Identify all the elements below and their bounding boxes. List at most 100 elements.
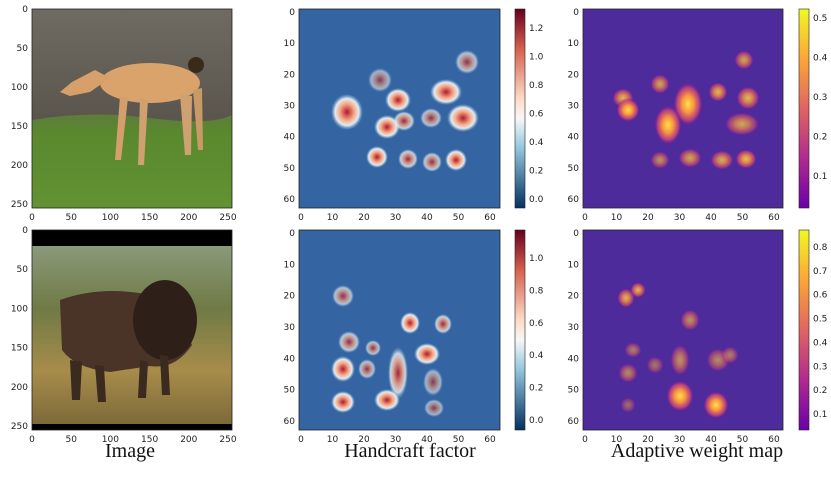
adaptive-y-tick-1: 20 bbox=[568, 70, 580, 80]
image-x-tick-1: 150 bbox=[141, 213, 158, 223]
adaptive-y-tick-2: 0 bbox=[573, 229, 579, 239]
adaptive-x-tick-2: 20 bbox=[642, 435, 654, 445]
handcraft-x-tick-2: 50 bbox=[453, 435, 465, 445]
adaptive-y-tick-1: 50 bbox=[568, 164, 580, 174]
image-x-tick-1: 100 bbox=[102, 213, 119, 223]
image-y-tick-1: 0 bbox=[22, 5, 28, 15]
adaptive-x-tick-2: 40 bbox=[705, 435, 717, 445]
image-y-tick-2: 200 bbox=[11, 383, 28, 393]
colorbar-handcraft-2 bbox=[514, 229, 526, 431]
handcraft-y-tick-2: 20 bbox=[284, 292, 296, 302]
adaptive-y-tick-1: 30 bbox=[568, 102, 580, 112]
adaptive-y-tick-2: 50 bbox=[568, 386, 580, 396]
adaptive-y-tick-2: 60 bbox=[568, 417, 580, 427]
image-y-tick-2: 100 bbox=[11, 304, 28, 314]
adaptive-map-2 bbox=[583, 230, 783, 430]
handcraft-x-tick-2: 40 bbox=[421, 435, 433, 445]
handcraft-axes-frame-2 bbox=[298, 229, 501, 431]
handcraft-colorbar-tick-1: 0.2 bbox=[529, 167, 543, 177]
handcraft-y-tick-1: 50 bbox=[284, 164, 296, 174]
handcraft-colorbar-tick-2: 0.2 bbox=[529, 384, 543, 394]
adaptive-x-tick-1: 60 bbox=[768, 213, 780, 223]
adaptive-x-tick-2: 10 bbox=[611, 435, 623, 445]
image-x-tick-2: 250 bbox=[219, 435, 236, 445]
adaptive-colorbar-tick-1: 0.3 bbox=[813, 93, 827, 103]
handcraft-y-tick-1: 40 bbox=[284, 133, 296, 143]
image-x-tick-2: 0 bbox=[29, 435, 35, 445]
handcraft-x-tick-1: 10 bbox=[327, 213, 339, 223]
colorbar-adaptive-1 bbox=[798, 8, 810, 209]
handcraft-x-tick-2: 30 bbox=[390, 435, 402, 445]
adaptive-colorbar-tick-2: 0.8 bbox=[813, 243, 828, 253]
handcraft-x-tick-2: 20 bbox=[358, 435, 370, 445]
image-x-tick-2: 150 bbox=[141, 435, 158, 445]
adaptive-axes-frame-2 bbox=[582, 229, 784, 431]
handcraft-y-tick-2: 40 bbox=[284, 354, 296, 364]
handcraft-x-tick-2: 60 bbox=[484, 435, 496, 445]
image-y-tick-2: 250 bbox=[11, 422, 28, 432]
colorbar-adaptive-2 bbox=[798, 229, 810, 431]
handcraft-x-tick-1: 60 bbox=[484, 213, 496, 223]
handcraft-x-tick-1: 0 bbox=[298, 213, 304, 223]
caption-adaptive-weight-map: Adaptive weight map bbox=[610, 440, 784, 462]
image-y-tick-1: 250 bbox=[11, 200, 28, 210]
adaptive-x-tick-1: 30 bbox=[674, 213, 686, 223]
image-x-tick-2: 100 bbox=[102, 435, 119, 445]
image-y-tick-2: 0 bbox=[22, 226, 28, 236]
adaptive-x-tick-1: 40 bbox=[705, 213, 717, 223]
adaptive-x-tick-1: 20 bbox=[642, 213, 654, 223]
handcraft-colorbar-tick-2: 0.0 bbox=[529, 416, 544, 426]
handcraft-x-tick-2: 0 bbox=[298, 435, 304, 445]
handcraft-colorbar-tick-2: 0.8 bbox=[529, 286, 544, 296]
adaptive-y-tick-2: 30 bbox=[568, 323, 580, 333]
adaptive-colorbar-tick-2: 0.7 bbox=[813, 267, 827, 277]
handcraft-map-1 bbox=[299, 9, 500, 208]
handcraft-y-tick-1: 30 bbox=[284, 102, 296, 112]
handcraft-y-tick-2: 60 bbox=[284, 417, 296, 427]
image-x-tick-2: 200 bbox=[180, 435, 197, 445]
image-y-tick-1: 100 bbox=[11, 83, 28, 93]
handcraft-map-2 bbox=[299, 230, 500, 430]
image-y-tick-1: 150 bbox=[11, 122, 28, 132]
image-x-tick-1: 50 bbox=[65, 213, 77, 223]
handcraft-colorbar-tick-1: 0.6 bbox=[529, 110, 544, 120]
adaptive-x-tick-1: 0 bbox=[582, 213, 588, 223]
handcraft-colorbar-tick-1: 1.2 bbox=[529, 24, 543, 34]
handcraft-y-tick-2: 10 bbox=[284, 260, 296, 270]
handcraft-y-tick-1: 10 bbox=[284, 39, 296, 49]
adaptive-x-tick-1: 10 bbox=[611, 213, 623, 223]
handcraft-axes-frame-1 bbox=[298, 8, 501, 209]
adaptive-colorbar-tick-1: 0.2 bbox=[813, 133, 827, 143]
handcraft-y-tick-1: 0 bbox=[289, 8, 295, 18]
adaptive-map-1 bbox=[583, 9, 783, 208]
handcraft-y-tick-2: 50 bbox=[284, 386, 296, 396]
adaptive-colorbar-tick-2: 0.6 bbox=[813, 291, 828, 301]
image-axes-frame-2 bbox=[31, 229, 233, 431]
handcraft-x-tick-1: 20 bbox=[358, 213, 370, 223]
adaptive-colorbar-tick-2: 0.3 bbox=[813, 362, 827, 372]
handcraft-y-tick-1: 60 bbox=[284, 195, 296, 205]
adaptive-x-tick-2: 60 bbox=[768, 435, 780, 445]
image-x-tick-1: 250 bbox=[219, 213, 236, 223]
adaptive-colorbar-tick-1: 0.4 bbox=[813, 54, 828, 64]
image-y-tick-1: 50 bbox=[17, 44, 29, 54]
image-y-tick-2: 50 bbox=[17, 265, 29, 275]
adaptive-x-tick-2: 50 bbox=[737, 435, 749, 445]
colorbar-handcraft-1 bbox=[514, 8, 526, 209]
handcraft-colorbar-tick-1: 0.4 bbox=[529, 138, 544, 148]
image-axes-frame-1 bbox=[31, 8, 233, 209]
adaptive-colorbar-tick-2: 0.5 bbox=[813, 315, 827, 325]
adaptive-colorbar-tick-2: 0.4 bbox=[813, 338, 828, 348]
adaptive-colorbar-tick-2: 0.2 bbox=[813, 386, 827, 396]
handcraft-y-tick-1: 20 bbox=[284, 70, 296, 80]
adaptive-y-tick-1: 0 bbox=[573, 8, 579, 18]
handcraft-x-tick-1: 30 bbox=[390, 213, 402, 223]
adaptive-y-tick-2: 20 bbox=[568, 292, 580, 302]
image-y-tick-2: 150 bbox=[11, 344, 28, 354]
adaptive-x-tick-2: 0 bbox=[582, 435, 588, 445]
handcraft-x-tick-1: 40 bbox=[421, 213, 433, 223]
adaptive-y-tick-1: 40 bbox=[568, 133, 580, 143]
image-y-tick-1: 200 bbox=[11, 161, 28, 171]
